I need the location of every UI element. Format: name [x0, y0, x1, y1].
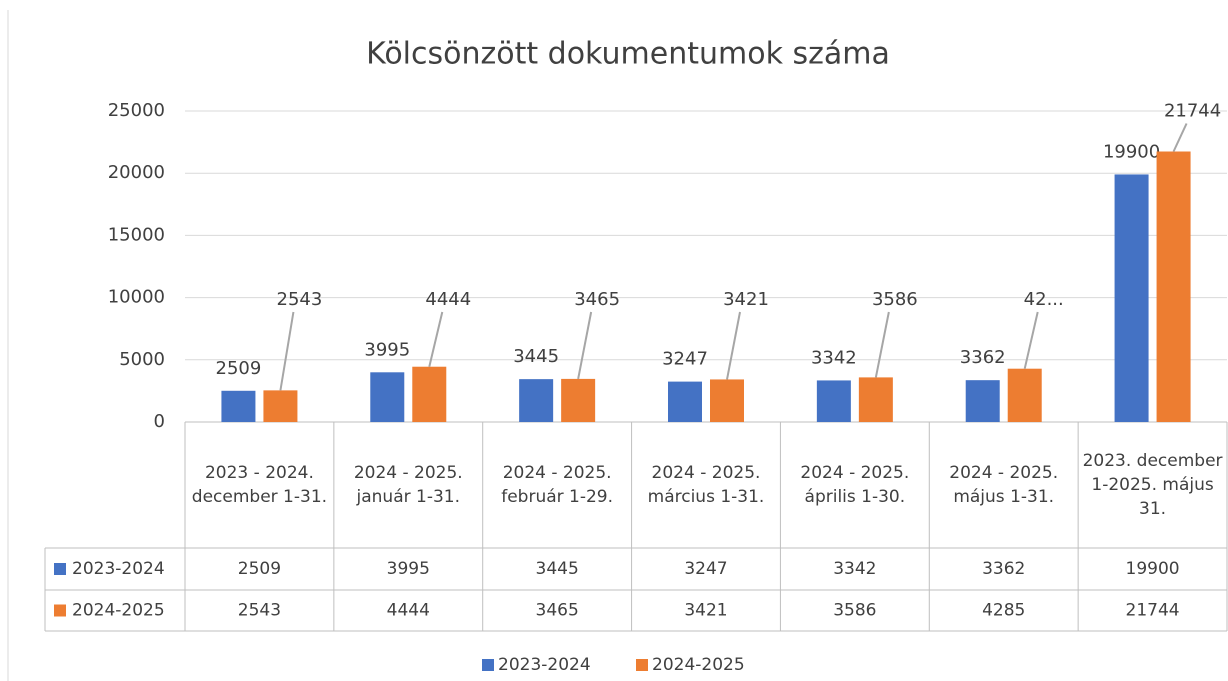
bar	[710, 379, 744, 422]
x-tick-label: 2024 - 2025. március 1-31.	[647, 463, 765, 507]
table-value: 3445	[536, 559, 579, 579]
legend-label: 2023-2024	[498, 655, 591, 675]
data-label: 3362	[960, 347, 1006, 368]
data-label: 4444	[425, 289, 471, 310]
x-tick-label-box: 2024 - 2025. március 1-31.	[647, 463, 765, 507]
data-label: 3445	[513, 346, 559, 367]
x-tick-label: 2024 - 2025. május 1-31.	[949, 463, 1059, 507]
leader-line	[1023, 311, 1039, 369]
leader-line	[1172, 123, 1188, 152]
x-tick-label: 2024 - 2025. február 1-29.	[501, 463, 614, 507]
data-label: 21744	[1164, 101, 1221, 122]
table-legend-key	[54, 563, 66, 575]
bar	[1007, 368, 1042, 422]
leader-line	[874, 311, 890, 378]
y-tick-label: 5000	[119, 349, 165, 370]
data-label: 3995	[364, 339, 410, 360]
data-label: 2543	[277, 289, 323, 310]
table-value: 3465	[536, 601, 579, 621]
table-value: 3421	[684, 601, 727, 621]
table-value: 3586	[833, 601, 876, 621]
table-value: 2543	[238, 601, 281, 621]
bar	[1156, 151, 1191, 422]
leader-line	[428, 311, 444, 367]
bar	[221, 390, 256, 422]
table-value: 19900	[1126, 559, 1180, 579]
y-tick-label: 10000	[108, 287, 165, 308]
table-series-name: 2023-2024	[72, 559, 165, 579]
y-tick-label: 25000	[108, 100, 165, 121]
x-tick-label-box: 2024 - 2025. május 1-31.	[949, 463, 1059, 507]
chart-title: Kölcsönzött dokumentumok száma	[366, 37, 890, 72]
data-label: 3586	[872, 289, 918, 310]
x-tick-label: 2023 - 2024. december 1-31.	[191, 463, 328, 507]
legend-key	[636, 659, 648, 671]
bar	[1114, 174, 1149, 422]
legend-key	[482, 659, 494, 671]
table-legend-key	[54, 604, 66, 617]
table-value: 3342	[833, 559, 876, 579]
bar	[668, 381, 702, 422]
x-tick-label-box: 2024 - 2025. február 1-29.	[501, 463, 614, 507]
x-tick-label-box: 2024 - 2025. január 1-31.	[353, 463, 463, 507]
x-tick-label-box: 2023. december 1-2025. május 31.	[1082, 451, 1223, 519]
table-value: 3247	[684, 559, 727, 579]
table-value: 4285	[982, 601, 1025, 621]
data-label: 3465	[574, 289, 620, 310]
legend-label: 2024-2025	[652, 655, 745, 675]
data-label: 3342	[811, 347, 857, 368]
data-label: 3247	[662, 349, 708, 370]
x-tick-label-box: 2023 - 2024. december 1-31.	[191, 463, 328, 507]
y-tick-label: 20000	[108, 162, 165, 183]
table-value: 3995	[387, 559, 430, 579]
bar	[816, 380, 851, 422]
data-label: 3421	[723, 289, 769, 310]
x-tick-label: 2024 - 2025. április 1-30.	[800, 463, 910, 507]
table-value: 21744	[1126, 601, 1180, 621]
x-tick-label: 2024 - 2025. január 1-31.	[353, 463, 463, 507]
data-label: 42...	[1024, 289, 1064, 310]
leader-line	[726, 311, 741, 380]
x-tick-label-box: 2024 - 2025. április 1-30.	[800, 463, 910, 507]
bar	[370, 372, 405, 422]
bar	[561, 378, 596, 422]
bar	[263, 390, 298, 422]
bar	[412, 366, 447, 422]
leader-line	[577, 311, 593, 380]
table-series-name: 2024-2025	[72, 601, 165, 621]
leader-line	[279, 311, 295, 391]
bar	[858, 377, 893, 422]
table-value: 2509	[238, 559, 281, 579]
x-tick-label: 2023. december 1-2025. május 31.	[1082, 451, 1223, 519]
bar	[519, 379, 554, 422]
data-label: 19900	[1103, 141, 1160, 162]
y-tick-label: 15000	[108, 224, 165, 245]
y-tick-label: 0	[154, 411, 165, 432]
data-label: 2509	[216, 358, 262, 379]
table-value: 4444	[387, 601, 430, 621]
bar	[965, 380, 1000, 422]
table-value: 3362	[982, 559, 1025, 579]
